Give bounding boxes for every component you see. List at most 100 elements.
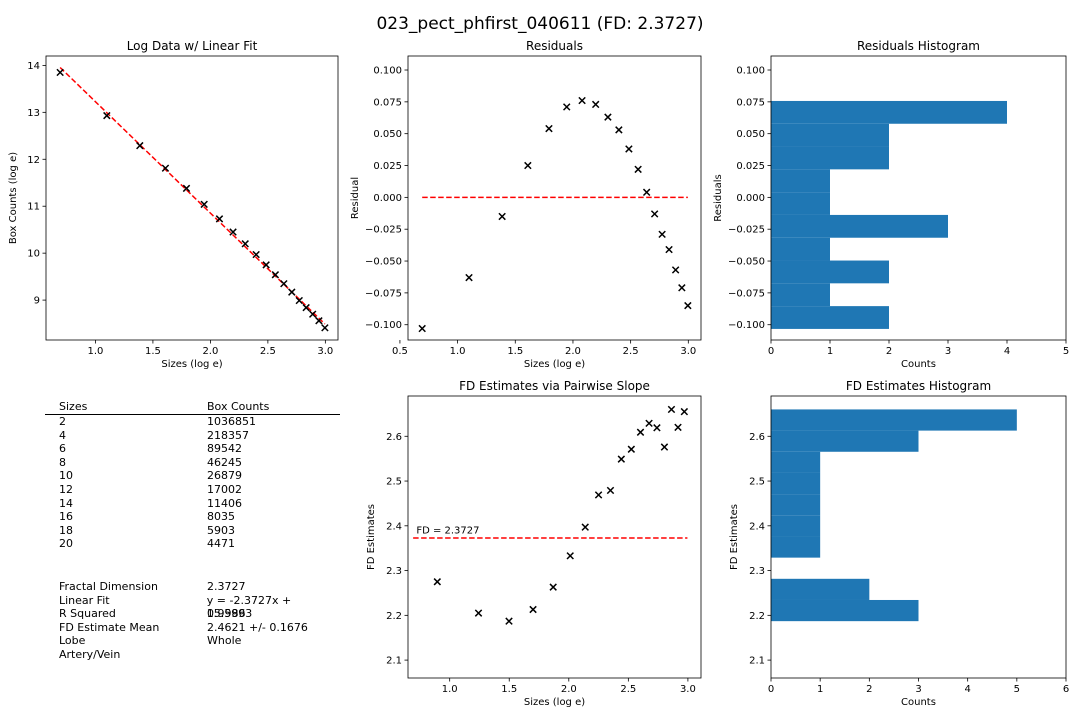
- count-cell: 5903: [207, 523, 235, 537]
- x-tick-label: 0.5: [392, 346, 408, 357]
- data-point: [606, 486, 615, 495]
- histogram-bar: [771, 146, 889, 170]
- y-tick-label: 2.6: [749, 432, 765, 443]
- x-axis-label: Counts: [901, 697, 936, 708]
- data-point: [524, 161, 532, 170]
- data-point: [465, 273, 473, 282]
- data-point: [684, 301, 692, 310]
- data-point: [581, 523, 589, 531]
- x-tick-label: 1: [827, 346, 833, 357]
- data-point: [562, 103, 571, 111]
- y-tick-label: −0.050: [728, 257, 765, 268]
- y-tick-label: 0.025: [736, 161, 765, 172]
- x-tick-label: 6: [1063, 684, 1069, 695]
- summary-row: FD Estimate Mean 2.4621 +/- 0.1676: [45, 621, 340, 635]
- y-tick-label: 0.075: [736, 97, 765, 108]
- y-tick-label: 2.3: [386, 566, 402, 577]
- data-point: [241, 240, 249, 248]
- y-tick-label: 2.6: [386, 432, 402, 443]
- x-tick-label: 2: [866, 684, 872, 695]
- data-point: [302, 303, 310, 312]
- y-tick-label: −0.075: [365, 288, 402, 299]
- data-point: [200, 200, 208, 209]
- x-axis-label: Sizes (log e): [524, 359, 585, 370]
- summary-label: Linear Fit: [59, 593, 110, 607]
- y-tick-label: 0.100: [736, 66, 765, 77]
- y-tick-label: 0.025: [373, 161, 402, 172]
- x-axis-label: Sizes (log e): [161, 359, 222, 370]
- axes-frame: [407, 395, 702, 679]
- data-point: [636, 428, 645, 436]
- size-cell: 20: [59, 537, 73, 551]
- data-point: [498, 212, 506, 221]
- count-cell: 218357: [207, 428, 249, 442]
- stats-table: Sizes Box Counts 2 1036851 4 218357 6 89542…: [45, 400, 340, 662]
- size-cell: 4: [59, 428, 66, 442]
- histogram-bar: [771, 214, 948, 238]
- table-row: 10 26879: [45, 469, 340, 483]
- summary-value: 0.9986: [207, 607, 246, 621]
- data-point: [674, 423, 682, 432]
- summary-row: R Squared 0.9986: [45, 607, 340, 621]
- y-tick-label: 13: [27, 108, 40, 119]
- histogram-bar: [771, 123, 889, 147]
- data-point: [433, 578, 442, 586]
- data-point: [660, 443, 669, 451]
- size-cell: 14: [59, 496, 73, 510]
- size-cell: 6: [59, 442, 66, 456]
- count-cell: 89542: [207, 442, 242, 456]
- data-point: [665, 245, 673, 254]
- log-fit-chart: 1.0 1.5 2.0 2.5 3.0 9 10 11 12 13 14 Log Data w/ Li…: [8, 39, 339, 370]
- data-point: [136, 141, 144, 150]
- histogram-bar: [771, 451, 821, 473]
- y-tick-label: 10: [27, 249, 40, 260]
- summary-value: 2.3727: [207, 579, 246, 593]
- x-tick-label: 1: [817, 684, 823, 695]
- y-tick-label: 2.3: [749, 566, 765, 577]
- figure-title: 023_pect_phfirst_040611 (FD: 2.3727): [376, 14, 703, 34]
- y-axis-label: Residual: [350, 177, 361, 219]
- x-axis-label: Sizes (log e): [524, 697, 585, 708]
- summary-label: R Squared: [59, 607, 116, 621]
- x-tick-label: 4: [964, 684, 970, 695]
- size-cell: 2: [59, 415, 66, 428]
- data-point: [474, 609, 483, 617]
- data-point: [615, 126, 623, 134]
- fd-estimates-chart: FD = 2.3727 1.0 1.5 2.0 2.5 3.0 2.1 2.2 2.3 2.4 2.…: [366, 379, 702, 708]
- data-point: [634, 165, 642, 174]
- histogram-bar: [771, 430, 919, 452]
- summary-row: Fractal Dimension 2.3727: [45, 580, 340, 594]
- y-tick-label: 11: [27, 202, 40, 213]
- table-row: 20 4471: [45, 537, 340, 551]
- count-cell: 46245: [207, 455, 242, 469]
- x-tick-label: 5: [1063, 346, 1069, 357]
- count-cell: 11406: [207, 496, 242, 510]
- size-cell: 16: [59, 510, 73, 524]
- data-point: [653, 424, 661, 432]
- data-point: [591, 100, 600, 109]
- chart-title: Log Data w/ Linear Fit: [127, 39, 258, 53]
- y-tick-label: −0.100: [365, 320, 402, 331]
- table-row: 16 8035: [45, 510, 340, 524]
- chart-title: FD Estimates via Pairwise Slope: [459, 379, 650, 393]
- x-tick-label: 3.0: [317, 346, 333, 357]
- data-point: [667, 405, 676, 414]
- x-tick-label: 2: [886, 346, 892, 357]
- data-point: [549, 583, 557, 591]
- summary-row: Artery/Vein: [45, 648, 340, 662]
- summary-label: FD Estimate Mean: [59, 620, 160, 634]
- y-tick-label: 9: [34, 296, 40, 307]
- count-cell: 8035: [207, 510, 235, 524]
- summary-value: 2.4621 +/- 0.1676: [207, 620, 308, 634]
- y-tick-label: 2.1: [386, 656, 402, 667]
- histogram-bar: [771, 260, 889, 284]
- histogram-bar: [771, 169, 830, 193]
- x-tick-label: 3: [945, 346, 951, 357]
- y-tick-label: 2.5: [386, 477, 402, 488]
- data-point: [505, 617, 513, 625]
- size-cell: 8: [59, 455, 66, 469]
- x-tick-label: 2.5: [620, 684, 636, 695]
- x-tick-label: 0: [768, 346, 774, 357]
- x-tick-label: 0: [768, 684, 774, 695]
- x-tick-label: 1.0: [442, 684, 458, 695]
